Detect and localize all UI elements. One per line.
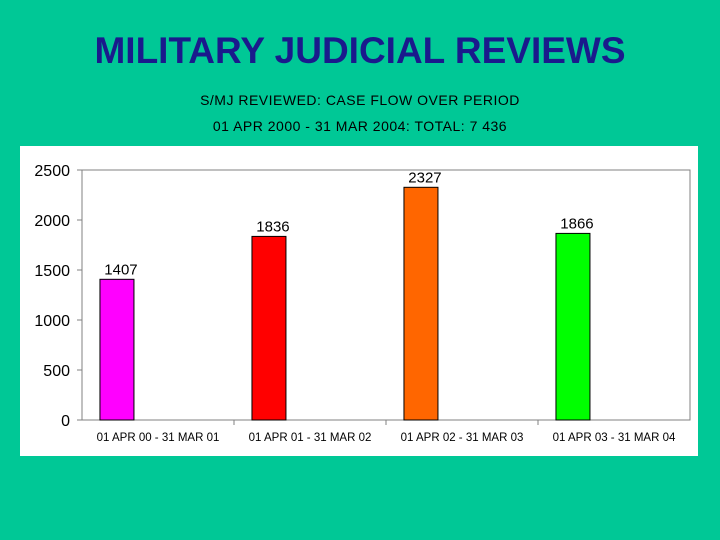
bar-value-label: 1407 (104, 261, 137, 278)
bar-value-label: 1866 (560, 215, 593, 232)
bar-series (99, 186, 591, 421)
x-tick-label: 01 APR 02 - 31 MAR 03 (401, 432, 524, 444)
x-tick-label: 01 APR 03 - 31 MAR 04 (553, 432, 676, 444)
chart-subtitle-total: 01 APR 2000 - 31 MAR 2004: TOTAL: 7 436 (212, 118, 508, 134)
y-tick-label: 0 (61, 413, 70, 430)
data-labels: 1407 1836 2327 1866 (104, 169, 593, 278)
bar-chart: 0 500 1000 1500 2000 2500 01 APR 00 - 31 MAR … (34, 163, 691, 444)
plot-area (81, 169, 691, 421)
x-tick-label: 01 APR 00 - 31 MAR 01 (97, 432, 220, 444)
slide-title: MILITARY JUDICIAL REVIEWS (94, 30, 626, 71)
bar (555, 232, 591, 421)
chart-area: 0 500 1000 1500 2000 2500 01 APR 00 - 31 MAR … (20, 146, 698, 456)
bar-value-label: 1836 (256, 218, 289, 235)
chart-subtitle-period: S/MJ REVIEWED: CASE FLOW OVER PERIOD (200, 92, 520, 108)
y-tick-label: 1500 (34, 263, 70, 280)
y-tick-label: 1000 (34, 313, 70, 330)
bar (251, 235, 287, 421)
bar (99, 278, 135, 421)
y-tick-label: 500 (43, 363, 70, 380)
bar (403, 186, 439, 421)
x-tick-label: 01 APR 01 - 31 MAR 02 (249, 432, 372, 444)
bar-value-label: 2327 (408, 169, 441, 186)
y-axis: 0 500 1000 1500 2000 2500 (34, 163, 82, 430)
x-axis: 01 APR 00 - 31 MAR 01 01 APR 01 - 31 MAR … (97, 420, 676, 444)
y-tick-label: 2500 (34, 163, 70, 180)
y-tick-label: 2000 (34, 213, 70, 230)
